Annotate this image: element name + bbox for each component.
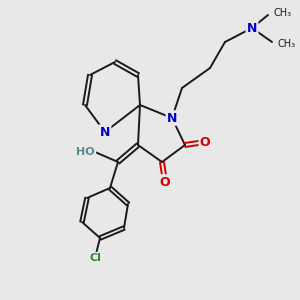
Text: N: N (247, 22, 257, 34)
Text: O: O (160, 176, 170, 188)
Text: CH₃: CH₃ (273, 8, 291, 18)
Text: CH₃: CH₃ (277, 39, 295, 49)
Text: Cl: Cl (89, 253, 101, 263)
Text: HO: HO (76, 147, 95, 157)
Text: N: N (100, 125, 110, 139)
Text: N: N (167, 112, 177, 124)
Text: O: O (200, 136, 210, 148)
